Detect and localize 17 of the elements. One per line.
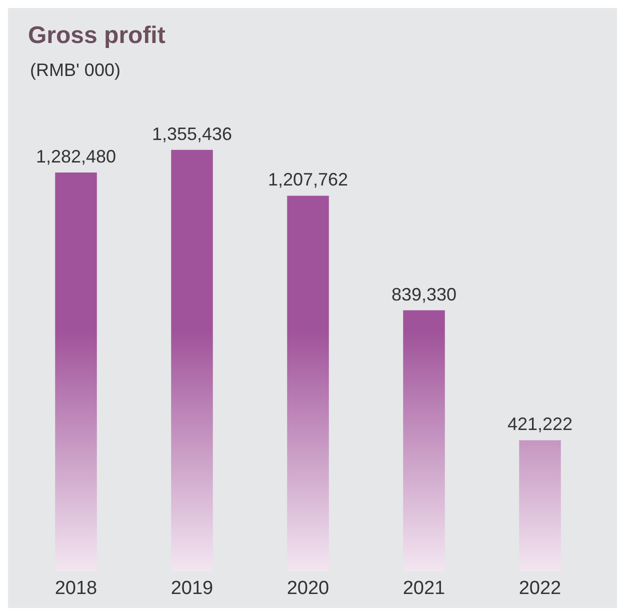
x-tick-label: 2020 [286, 578, 330, 599]
data-label: 1,207,762 [268, 170, 348, 190]
chart-subtitle: (RMB' 000) [30, 60, 120, 81]
chart-title: Gross profit [28, 22, 166, 50]
x-tick-label: 2018 [54, 578, 98, 599]
bar [403, 310, 445, 572]
x-tick-label: 2021 [402, 578, 446, 599]
bar [519, 440, 561, 572]
data-label: 1,355,436 [152, 124, 232, 144]
x-tick-label: 2019 [170, 578, 214, 599]
bar [55, 172, 97, 572]
x-tick-label: 2022 [518, 578, 562, 599]
bar [171, 150, 213, 572]
data-label: 421,222 [507, 414, 573, 434]
data-label: 1,282,480 [36, 146, 116, 166]
data-label: 839,330 [391, 284, 457, 304]
bar [287, 196, 329, 572]
